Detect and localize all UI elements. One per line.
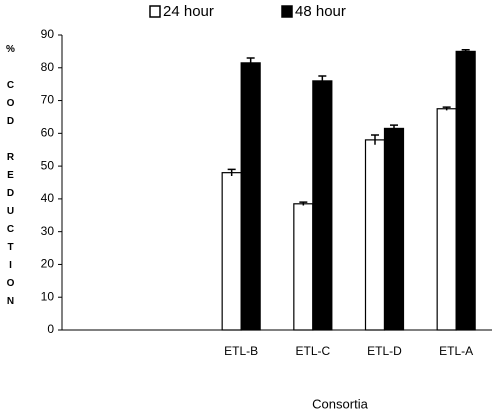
error-bar — [246, 57, 255, 68]
y-axis-label: % COD REDUCTION — [5, 44, 16, 314]
error-bar — [227, 168, 236, 176]
bar — [436, 108, 457, 331]
x-tick-label: ETL-A — [439, 344, 473, 358]
legend-label: 24 hour — [163, 3, 214, 20]
bar — [312, 80, 333, 331]
legend-swatch — [281, 5, 293, 18]
bar — [364, 139, 386, 331]
y-tick-label: 20 — [41, 257, 55, 271]
y-tick-label: 40 — [41, 191, 55, 205]
y-tick-label: 30 — [41, 224, 55, 238]
error-bar — [390, 124, 398, 132]
y-tick-label: 50 — [41, 158, 55, 172]
y-tick-label: 10 — [41, 289, 55, 303]
y-tick-label: 70 — [41, 93, 55, 107]
x-axis-label: Consortia — [312, 396, 368, 411]
error-bar — [461, 49, 470, 54]
legend-label: 48 hour — [295, 3, 346, 20]
error-bar — [371, 134, 379, 145]
y-tick-label: 0 — [47, 322, 54, 336]
bar — [455, 50, 476, 331]
y-tick-label: 60 — [41, 126, 55, 140]
error-bar — [299, 201, 308, 206]
legend-swatch — [149, 5, 161, 18]
error-bar — [318, 75, 327, 86]
bar — [221, 172, 242, 331]
x-tick-label: ETL-C — [295, 344, 330, 358]
y-tick-label: 90 — [41, 27, 55, 41]
bar — [383, 127, 405, 331]
error-bar — [442, 106, 451, 111]
x-tick-label: ETL-B — [224, 344, 258, 358]
bar — [293, 203, 314, 331]
y-tick-label: 80 — [41, 60, 55, 74]
bar — [240, 62, 261, 331]
x-tick-label: ETL-D — [367, 344, 402, 358]
